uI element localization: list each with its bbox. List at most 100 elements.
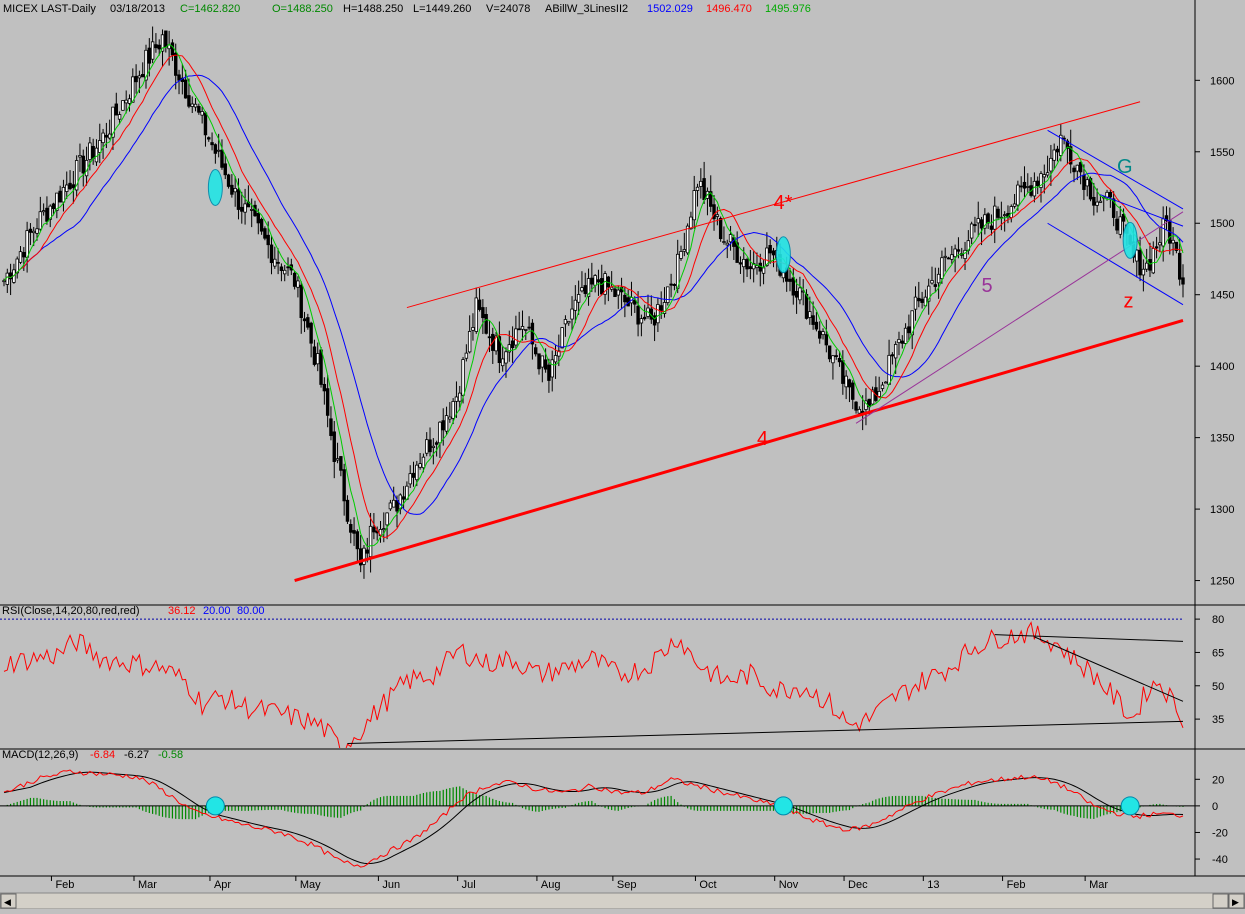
scroll-left-button[interactable] bbox=[0, 893, 17, 909]
price-candle-body bbox=[263, 228, 267, 239]
price-candle-body bbox=[685, 225, 690, 254]
price-candle-body bbox=[692, 190, 696, 221]
rsi-value: 36.12 bbox=[168, 605, 196, 617]
rsi-low-guide: 20.00 bbox=[203, 605, 231, 617]
price-candle-body bbox=[187, 95, 191, 107]
x-tick-label: Feb bbox=[55, 879, 74, 891]
price-candle-body bbox=[454, 396, 459, 402]
price-candle-body bbox=[55, 192, 59, 211]
price-candle-body bbox=[880, 384, 885, 389]
channel-top-line bbox=[1047, 129, 1184, 210]
header-high: H=1488.250 bbox=[343, 3, 403, 15]
price-candle-body bbox=[811, 315, 815, 325]
x-tick-label: Mar bbox=[138, 879, 157, 891]
x-tick-label: Dec bbox=[848, 879, 868, 891]
price-candle-body bbox=[223, 163, 227, 176]
price-candle-body bbox=[1151, 248, 1155, 274]
price-candle-body bbox=[61, 186, 66, 203]
price-candle-body bbox=[963, 249, 967, 260]
price-candle-body bbox=[953, 248, 957, 258]
price-candle-body bbox=[791, 277, 796, 296]
price-candle-body bbox=[623, 294, 627, 303]
price-candle-body bbox=[428, 439, 432, 453]
price-candle-body bbox=[41, 210, 46, 213]
x-tick-label: 13 bbox=[927, 879, 939, 891]
price-candle-body bbox=[216, 149, 221, 152]
price-ytick-label: 1350 bbox=[1210, 433, 1234, 445]
price-candle-body bbox=[111, 106, 115, 138]
axes-group: 1250130013501400145015001550160035506580… bbox=[50, 75, 1234, 891]
price-candle-body bbox=[256, 212, 260, 224]
price-candle-body bbox=[88, 142, 92, 160]
price-candle-body bbox=[2, 280, 6, 283]
price-candle-body bbox=[388, 502, 393, 510]
price-candle-body bbox=[8, 272, 13, 280]
price-candle-body bbox=[689, 216, 693, 230]
macd-title: MACD(12,26,9) bbox=[2, 749, 78, 761]
price-candle-body bbox=[1085, 179, 1089, 187]
price-candle-body bbox=[745, 259, 749, 270]
price-candle-body bbox=[157, 44, 161, 50]
price-candle-body bbox=[884, 381, 888, 384]
price-candle-body bbox=[593, 275, 597, 286]
scroll-right-button[interactable] bbox=[1228, 893, 1245, 909]
price-candle-body bbox=[857, 408, 862, 414]
price-candle-body bbox=[65, 184, 69, 192]
price-candle-body bbox=[725, 242, 729, 246]
price-candle-body bbox=[950, 254, 954, 260]
price-candle-body bbox=[1016, 184, 1020, 206]
price-candle-body bbox=[316, 353, 320, 365]
price-candle-body bbox=[933, 284, 938, 287]
price-ytick-label: 1450 bbox=[1210, 290, 1234, 302]
price-candle-body bbox=[633, 300, 637, 305]
scroll-thumb[interactable] bbox=[1212, 893, 1229, 909]
price-candle-body bbox=[1045, 172, 1050, 176]
price-candle-body bbox=[1049, 157, 1053, 172]
price-candle-body bbox=[702, 178, 706, 201]
price-candle-body bbox=[183, 79, 188, 99]
price-candle-body bbox=[474, 297, 478, 332]
price-candle-body bbox=[345, 499, 350, 522]
price-candle-body bbox=[160, 34, 165, 52]
price-candle-body bbox=[335, 458, 340, 461]
price-candle-body bbox=[788, 278, 792, 282]
price-candle-body bbox=[854, 401, 858, 411]
price-candle-body bbox=[738, 262, 743, 265]
price-candle-body bbox=[1115, 218, 1119, 231]
macd-cross-circle bbox=[1120, 796, 1140, 816]
rsi-ytick-label: 50 bbox=[1212, 681, 1224, 693]
price-candle-body bbox=[580, 287, 584, 292]
price-candle-body bbox=[411, 472, 416, 478]
header-indicator: ABillW_3LinesII2 bbox=[545, 3, 628, 15]
price-candle-body bbox=[1026, 186, 1030, 188]
price-candle-body bbox=[870, 389, 875, 405]
price-candle-body bbox=[5, 272, 10, 285]
price-candle-body bbox=[197, 106, 201, 113]
price-candle-body bbox=[1141, 268, 1146, 276]
price-candle-body bbox=[451, 401, 455, 419]
price-candle-body bbox=[448, 416, 452, 420]
price-candle-body bbox=[458, 392, 462, 402]
price-candle-body bbox=[1148, 259, 1152, 271]
price-candle-body bbox=[1002, 214, 1007, 217]
price-candle-body bbox=[213, 144, 218, 154]
price-candle-body bbox=[48, 205, 52, 220]
horizontal-scrollbar[interactable] bbox=[0, 892, 1245, 910]
price-candle-body bbox=[573, 299, 578, 311]
price-candle-body bbox=[818, 330, 822, 339]
price-candle-body bbox=[368, 525, 373, 558]
price-candle-body bbox=[269, 244, 274, 264]
highlight-ellipse bbox=[775, 236, 791, 274]
price-candle-body bbox=[794, 291, 799, 298]
x-tick-label: Jun bbox=[382, 879, 400, 891]
price-candle-body bbox=[91, 146, 95, 159]
price-candle-body bbox=[570, 308, 574, 320]
price-candle-body bbox=[306, 317, 310, 328]
price-candle-body bbox=[144, 49, 148, 81]
price-candle-body bbox=[415, 464, 419, 481]
price-candle-body bbox=[672, 284, 677, 286]
price-candle-body bbox=[349, 524, 353, 533]
price-candle-body bbox=[659, 305, 663, 311]
price-candle-body bbox=[662, 302, 667, 314]
